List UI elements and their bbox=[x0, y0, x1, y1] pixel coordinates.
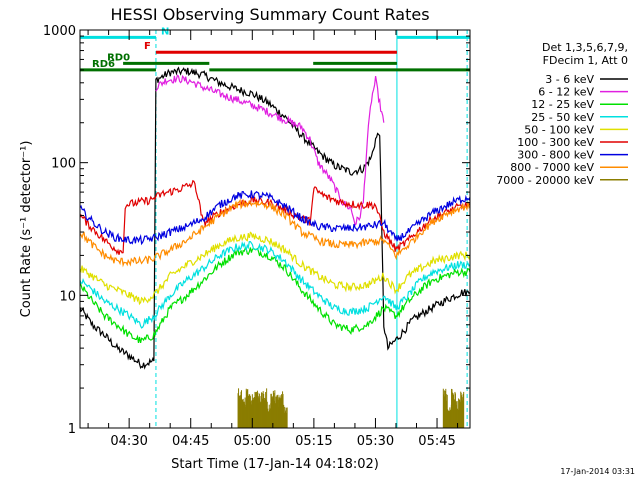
legend-entry-label: 800 - 7000 keV bbox=[510, 161, 594, 174]
series-line-3-6-kev bbox=[79, 66, 471, 370]
flag-label-rd0: RD0 bbox=[107, 52, 130, 63]
x-axis-label: Start Time (17-Jan-14 04:18:02) bbox=[171, 457, 379, 472]
y-axis-ticks: 1 10 100 1000 bbox=[43, 24, 470, 437]
plot-frame bbox=[79, 29, 471, 429]
series-line-50-100-kev bbox=[79, 231, 471, 306]
legend-entry-label: 300 - 800 keV bbox=[517, 149, 594, 162]
legend: Det 1,3,5,6,7,9, FDecim 1, Att 0 3 - 6 k… bbox=[496, 41, 628, 187]
y-axis-label: Count Rate (s⁻¹ detector⁻¹) bbox=[19, 141, 34, 318]
legend-header-line-1: Det 1,3,5,6,7,9, bbox=[542, 41, 628, 54]
legend-entry-label: 25 - 50 keV bbox=[531, 111, 594, 124]
series-line-800-7000-kev bbox=[79, 198, 471, 268]
y-tick-label: 100 bbox=[51, 157, 76, 172]
series-line-25-50-kev bbox=[79, 240, 471, 329]
legend-entry-label: 3 - 6 keV bbox=[545, 73, 594, 86]
legend-entry-label: 6 - 12 keV bbox=[538, 86, 594, 99]
flag-label-rd6: RD6 bbox=[92, 59, 115, 70]
legend-entry-label: 7000 - 20000 keV bbox=[496, 174, 594, 187]
x-axis-ticks: 04:30 04:45 05:00 05:15 05:30 05:45 bbox=[87, 30, 459, 449]
x-tick-label: 05:30 bbox=[357, 434, 394, 449]
x-tick-label: 04:45 bbox=[172, 434, 209, 449]
x-tick-label: 04:30 bbox=[110, 434, 147, 449]
series-lines bbox=[79, 66, 471, 428]
y-tick-label: 1000 bbox=[43, 24, 76, 39]
legend-entry-label: 100 - 300 keV bbox=[517, 136, 594, 149]
x-tick-label: 05:45 bbox=[418, 434, 455, 449]
legend-entry-label: 12 - 25 keV bbox=[531, 98, 594, 111]
flag-label-f: F bbox=[144, 41, 151, 52]
series-line-300-800-kev bbox=[79, 190, 471, 246]
legend-header-line-2: FDecim 1, Att 0 bbox=[543, 54, 628, 67]
y-tick-label: 10 bbox=[59, 289, 76, 304]
x-tick-label: 05:00 bbox=[234, 434, 271, 449]
chart-title: HESSI Observing Summary Count Rates bbox=[110, 5, 429, 24]
generation-timestamp: 17-Jan-2014 03:31 bbox=[560, 467, 635, 476]
y-tick-label: 1 bbox=[68, 422, 76, 437]
x-tick-label: 05:15 bbox=[295, 434, 332, 449]
flag-label-n: N bbox=[161, 26, 169, 37]
legend-entry-label: 50 - 100 keV bbox=[524, 123, 594, 136]
